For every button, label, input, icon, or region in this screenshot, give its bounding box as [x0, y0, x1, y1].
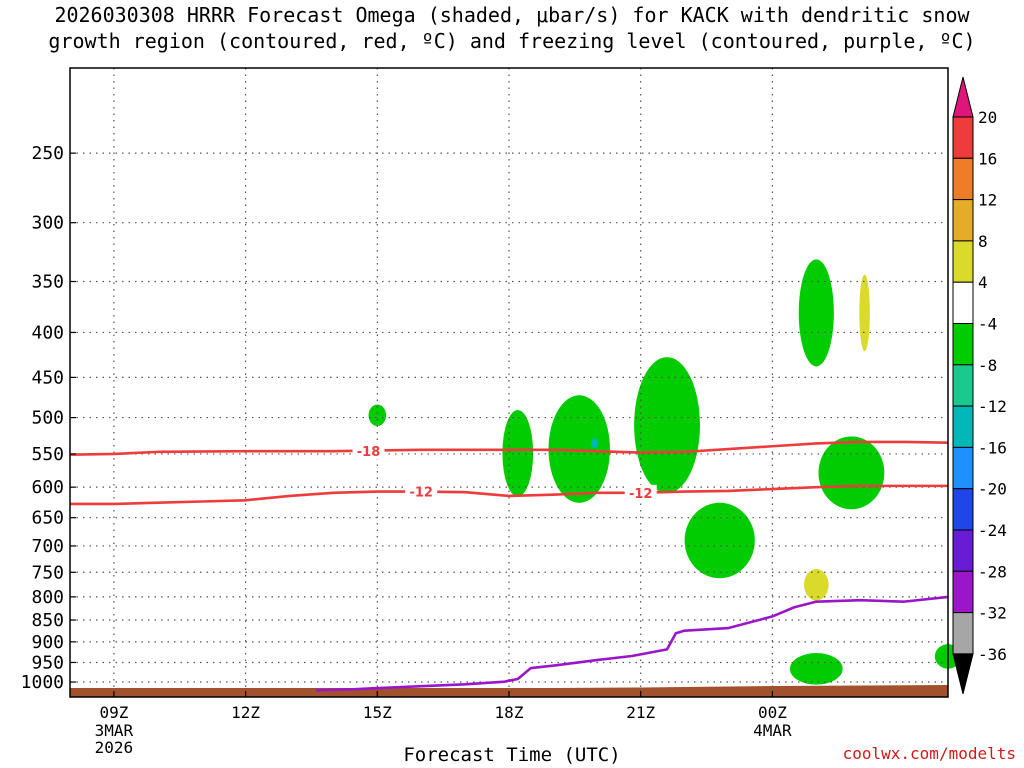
y-tick-label-700: 700 [31, 536, 64, 557]
y-axis-ticks: 2503003504004505005506006507007508008509… [21, 143, 76, 693]
colorbar-label-16: 16 [978, 149, 997, 168]
colorbar-segment--24 [952, 488, 974, 531]
omega-area--12-0 [591, 438, 599, 449]
y-tick-label-250: 250 [31, 143, 64, 164]
y-tick-label-750: 750 [31, 562, 64, 583]
colorbar-segment--8 [952, 323, 974, 366]
colorbar-segment-8 [952, 199, 974, 242]
y-tick-label-650: 650 [31, 508, 64, 529]
y-tick-label-1000: 1000 [21, 672, 64, 693]
colorbar-segment--12 [952, 364, 974, 407]
contour-label-bg--12 [405, 483, 438, 500]
colorbar-segment--20 [952, 446, 974, 490]
colorbar-label--16: -16 [978, 438, 1007, 457]
contour-label--12-2: -12 [629, 487, 653, 502]
colorbar-label--32: -32 [978, 604, 1007, 623]
omega-area--8-3 [548, 395, 610, 503]
colorbar-label--12: -12 [978, 397, 1007, 416]
omega-area--8-7 [789, 653, 843, 685]
colorbar: 20 16 12 8 4 -4 -8 -12 -16 -20 -24 -28 -32 -36 [952, 76, 1007, 695]
colorbar-segment--28 [952, 529, 974, 572]
omega-area--8-6 [818, 436, 885, 510]
y-tick-label-550: 550 [31, 444, 64, 465]
colorbar-label--28: -28 [978, 562, 1007, 581]
colorbar-segment-4 [952, 240, 974, 283]
y-tick-label-500: 500 [31, 408, 64, 429]
x-tick-sublabel-3MAR: 3MAR [95, 721, 134, 740]
y-tick-label-950: 950 [31, 652, 64, 673]
omega-area--8-5 [684, 502, 755, 579]
colorbar-top-arrow [952, 76, 974, 118]
contours: -18 -12 -12 [69, 440, 949, 692]
x-tick-sublabel-4MAR: 4MAR [753, 721, 792, 740]
omega-area--8-4 [634, 357, 700, 494]
chart-title-line-2: growth region (contoured, red, ºC) and f… [48, 29, 976, 53]
y-tick-label-600: 600 [31, 477, 64, 498]
colorbar-segment--16 [952, 405, 974, 448]
colorbar-label-12: 12 [978, 191, 997, 210]
colorbar-bottom-arrow [952, 653, 974, 695]
y-tick-label-900: 900 [31, 632, 64, 653]
omega-shading [368, 259, 962, 685]
credit-link[interactable]: coolwx.com/modelts [842, 744, 1016, 763]
omega-area--8-0 [798, 259, 834, 367]
colorbar-label-8: 8 [978, 232, 988, 251]
grid-lines [70, 68, 948, 697]
x-tick-label-18Z: 18Z [495, 703, 524, 722]
x-tick-label-00Z: 00Z [758, 703, 787, 722]
x-tick-label-09Z: 09Z [99, 703, 128, 722]
contour--12 [70, 484, 948, 506]
x-tick-label-15Z: 15Z [363, 703, 392, 722]
omega-area--8-1 [368, 404, 387, 427]
colorbar-label--24: -24 [978, 521, 1007, 540]
colorbar-label-4: 4 [978, 273, 988, 292]
contour-label--12: -12 [409, 486, 433, 501]
omega-area-4-0 [804, 569, 829, 601]
colorbar-segment--4 [952, 281, 974, 325]
contour-0 [315, 595, 949, 692]
y-tick-label-450: 450 [31, 367, 64, 388]
contour--18 [69, 440, 949, 456]
x-axis-label: Forecast Time (UTC) [403, 744, 621, 766]
colorbar-segment-16 [952, 116, 974, 159]
colorbar-label--8: -8 [978, 356, 997, 375]
chart-title-line-1: 2026030308 HRRR Forecast Omega (shaded, … [54, 3, 970, 27]
x-tick-sublabel-2026: 2026 [95, 738, 134, 757]
colorbar-segment-12 [952, 157, 974, 201]
y-tick-label-800: 800 [31, 587, 64, 608]
colorbar-label--20: -20 [978, 480, 1007, 499]
y-tick-label-400: 400 [31, 322, 64, 343]
colorbar-segment--32 [952, 570, 974, 614]
y-tick-label-850: 850 [31, 610, 64, 631]
omega-area-4-1 [859, 274, 870, 352]
colorbar-label--36: -36 [978, 645, 1007, 664]
colorbar-label-20: 20 [978, 108, 997, 127]
colorbar-label--4: -4 [978, 315, 997, 334]
y-tick-label-300: 300 [31, 213, 64, 234]
contour-label-bg--12-2 [624, 484, 657, 501]
contour-label-bg--18 [352, 443, 385, 460]
colorbar-segment--36 [952, 612, 974, 655]
y-tick-label-350: 350 [31, 272, 64, 293]
x-tick-label-12Z: 12Z [231, 703, 260, 722]
omega-area--8-2 [502, 409, 534, 497]
contour-label--18: -18 [357, 445, 381, 460]
x-tick-label-21Z: 21Z [626, 703, 655, 722]
